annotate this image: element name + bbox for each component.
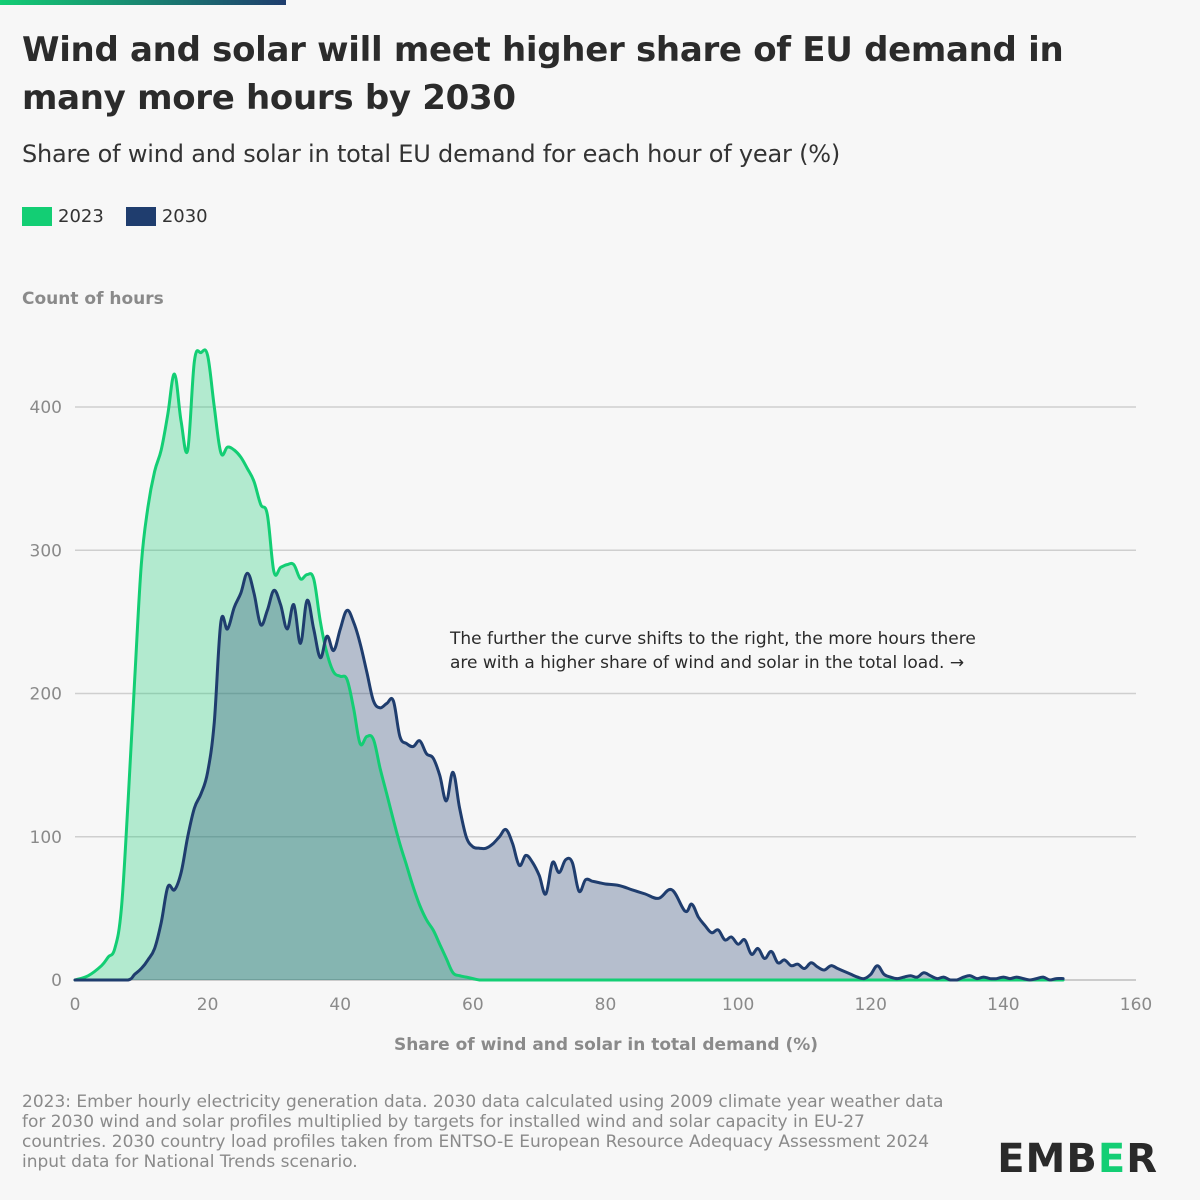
- series-area-2030: [75, 573, 1064, 980]
- y-tick-label-400: 400: [30, 398, 62, 418]
- legend-label-2023: 2023: [58, 206, 104, 227]
- x-tick-label-40: 40: [329, 995, 351, 1015]
- x-tick-label-80: 80: [595, 995, 617, 1015]
- x-tick-label-0: 0: [70, 995, 81, 1015]
- x-tick-label-160: 160: [1120, 995, 1152, 1015]
- y-axis-label: Count of hours: [22, 289, 164, 309]
- annotation-text: The further the curve shifts to the righ…: [449, 629, 976, 673]
- y-tick-label-200: 200: [30, 685, 62, 705]
- ember-logo: EMBER: [997, 1136, 1158, 1182]
- legend-label-2030: 2030: [161, 206, 208, 227]
- legend-swatch-2030: [125, 207, 156, 226]
- top-accent-bar: [0, 0, 286, 5]
- y-tick-label-300: 300: [30, 541, 62, 561]
- x-tick-label-120: 120: [855, 995, 887, 1015]
- chart-subtitle: Share of wind and solar in total EU dema…: [22, 140, 840, 168]
- chart-title: Wind and solar will meet higher share of…: [22, 30, 1064, 118]
- legend-swatch-2023: [22, 207, 52, 226]
- legend: 2023 2030: [22, 206, 208, 227]
- y-tick-label-100: 100: [30, 828, 62, 848]
- series-area-2023: [75, 349, 1064, 980]
- area-chart: Count of hours 0 100 200 300 400 0 20 40 60 80 100 1…: [22, 289, 1152, 1055]
- y-tick-label-0: 0: [51, 971, 62, 991]
- source-note: 2023: Ember hourly electricity generatio…: [22, 1092, 944, 1172]
- series-line-2030: [73, 571, 1065, 982]
- x-tick-label-100: 100: [722, 995, 754, 1015]
- series-line-2023: [73, 348, 1065, 982]
- x-tick-label-60: 60: [462, 995, 484, 1015]
- x-tick-label-20: 20: [197, 995, 219, 1015]
- legend-item-2023[interactable]: 2023: [22, 206, 104, 227]
- legend-item-2030[interactable]: 2030: [125, 206, 208, 227]
- x-axis-label: Share of wind and solar in total demand …: [394, 1035, 818, 1055]
- x-tick-label-140: 140: [987, 995, 1019, 1015]
